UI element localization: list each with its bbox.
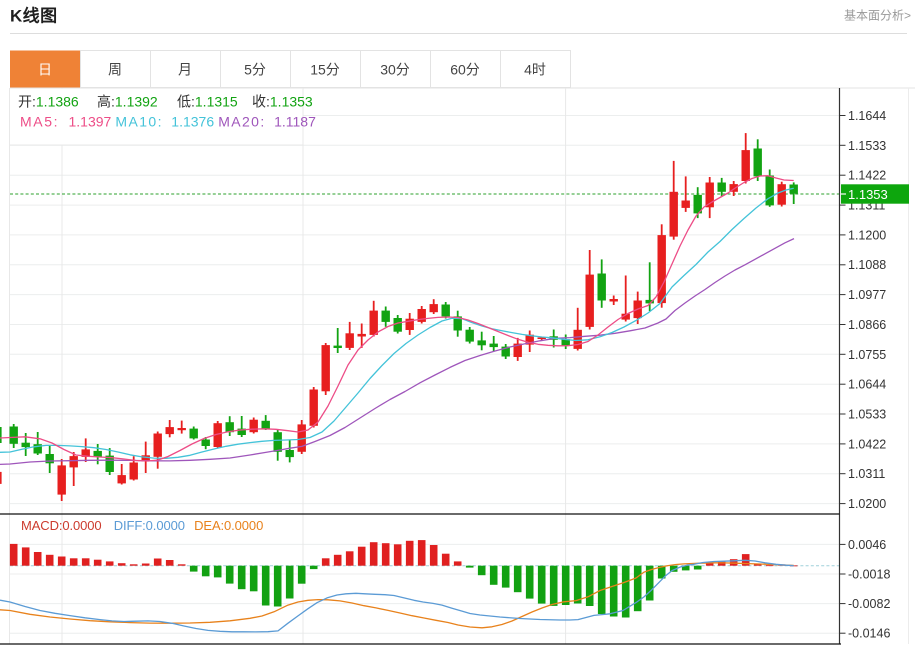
svg-text:1.1200: 1.1200 [848,228,886,242]
svg-text:0.0046: 0.0046 [848,538,886,552]
svg-text:DEA:0.0000: DEA:0.0000 [194,518,263,533]
svg-text:1.0533: 1.0533 [848,408,886,422]
svg-text:1.1644: 1.1644 [848,109,886,123]
svg-text:1.0311: 1.0311 [848,467,885,481]
svg-text:-0.0082: -0.0082 [848,597,890,611]
svg-text:4时: 4时 [524,62,546,78]
svg-text:1.1422: 1.1422 [848,169,886,183]
svg-text:MACD:0.0000: MACD:0.0000 [21,518,102,533]
svg-text:MA20:: MA20: [218,114,265,130]
svg-text:1.0755: 1.0755 [848,348,886,362]
svg-text:月: 月 [178,62,192,78]
svg-text:60分: 60分 [450,62,480,78]
svg-text:1.0977: 1.0977 [848,288,886,302]
svg-text:1.0866: 1.0866 [848,318,886,332]
svg-text:-0.0018: -0.0018 [848,568,890,582]
svg-text:15分: 15分 [310,62,340,78]
svg-text:1.1187: 1.1187 [274,114,316,130]
svg-text:DIFF:0.0000: DIFF:0.0000 [114,518,185,533]
svg-text:1.1533: 1.1533 [848,139,886,153]
svg-text:30分: 30分 [380,62,410,78]
svg-text:日: 日 [38,62,52,78]
svg-text:MA10:: MA10: [115,114,162,130]
svg-text:-0.0146: -0.0146 [848,627,890,641]
svg-text:开:1.1386: 开:1.1386 [18,94,79,110]
svg-text:MA5:: MA5: [20,114,59,130]
svg-text:高:1.1392: 高:1.1392 [97,94,158,110]
svg-text:1.1088: 1.1088 [848,258,886,272]
svg-text:1.0644: 1.0644 [848,378,886,392]
svg-text:1.1397: 1.1397 [69,114,112,130]
svg-text:1.1376: 1.1376 [171,114,214,130]
svg-text:低:1.1315: 低:1.1315 [177,94,238,110]
svg-text:收:1.1353: 收:1.1353 [252,94,313,110]
svg-text:基本面分析>: 基本面分析> [844,9,911,23]
svg-text:1.0200: 1.0200 [848,497,886,511]
svg-text:K线图: K线图 [10,5,57,25]
svg-text:5分: 5分 [244,62,266,78]
svg-text:周: 周 [108,62,122,78]
svg-text:1.0422: 1.0422 [848,437,886,451]
svg-text:1.1353: 1.1353 [848,187,888,202]
